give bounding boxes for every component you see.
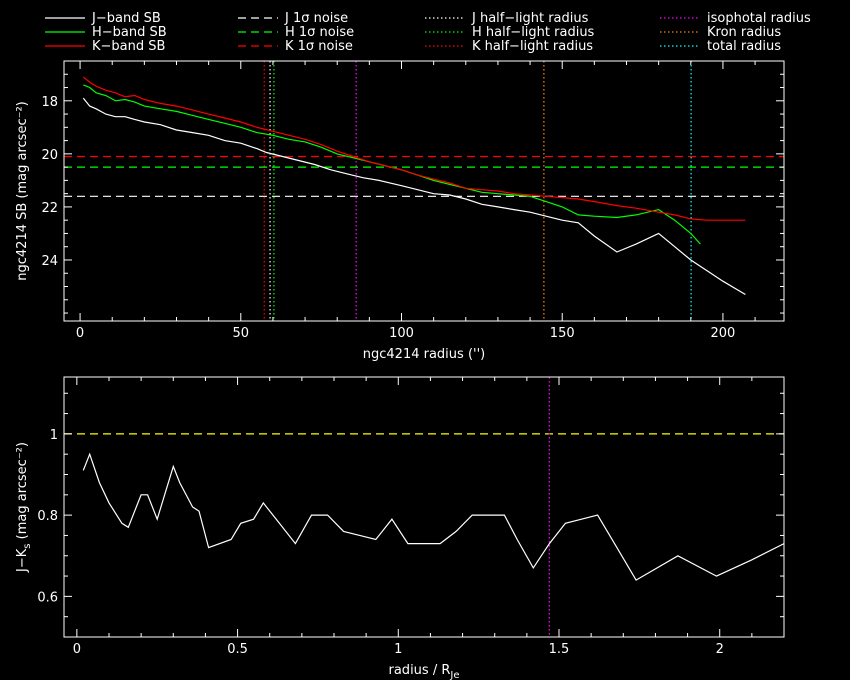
legend-label: J half−light radius [471,11,589,26]
legend-label: K−band SB [92,39,165,54]
x-tick-label: 150 [550,326,575,341]
sb-profile-panel: 0 50 100 150 200 18 20 22 24 ngc4214 radius ('') n… [15,60,785,362]
y-tick-label: 20 [41,148,58,163]
x-tick-label: 1.5 [549,642,570,657]
legend-item: K half−light radius [425,39,593,54]
legend-item: H 1σ noise [238,25,354,40]
legend-label: isophotal radius [707,11,811,26]
series-line [83,84,701,245]
y-tick-label: 1 [50,428,58,443]
legend-label: H−band SB [92,25,167,40]
color-profile-panel: 0 0.5 1 1.5 2 0.6 0.8 1 radius / RJe J−Ks (mag ar… [15,376,785,680]
x-tick-label: 0.5 [227,642,248,657]
legend-item: total radius [660,39,781,54]
legend-label: H half−light radius [472,25,595,40]
legend-item: J−band SB [45,11,161,26]
legend-item: J half−light radius [425,11,589,26]
x-axis-label: radius / RJe [389,663,460,680]
legend-label: Kron radius [707,25,781,40]
legend-item: isophotal radius [660,11,811,26]
legend-label: H 1σ noise [285,25,354,40]
x-tick-label: 1 [394,642,402,657]
x-tick-label: 2 [716,642,724,657]
series-line [82,76,746,221]
y-axis-label: ngc4214 SB (mag arcsec⁻²) [15,101,30,280]
legend-label: K half−light radius [472,39,593,54]
legend-label: total radius [707,39,781,54]
y-tick-label: 22 [41,201,58,216]
legend-item: H−band SB [45,25,167,40]
x-tick-label: 0 [73,642,81,657]
x-tick-label: 200 [711,326,736,341]
y-tick-label: 18 [41,95,58,110]
y-tick-label: 0.6 [37,590,58,605]
legend-item: K 1σ noise [238,39,353,54]
legend-label: J 1σ noise [284,11,348,26]
plot-frame [63,376,785,638]
y-tick-label: 0.8 [37,509,58,524]
legend-label: J−band SB [91,11,161,26]
series-line [82,452,784,581]
legend-item: Kron radius [660,25,781,40]
y-axis-label: J−Ks (mag arcsec⁻²) [15,442,33,573]
legend-item: J 1σ noise [238,11,348,26]
legend-item: K−band SB [45,39,165,54]
legend-label: K 1σ noise [285,39,353,54]
plot-frame [63,60,785,322]
x-axis-label: ngc4214 radius ('') [363,347,485,362]
x-tick-label: 0 [76,326,84,341]
y-tick-label: 24 [41,254,58,269]
x-tick-label: 100 [389,326,414,341]
legend-item: H half−light radius [425,25,595,40]
series-line [82,97,746,296]
x-tick-label: 50 [233,326,250,341]
